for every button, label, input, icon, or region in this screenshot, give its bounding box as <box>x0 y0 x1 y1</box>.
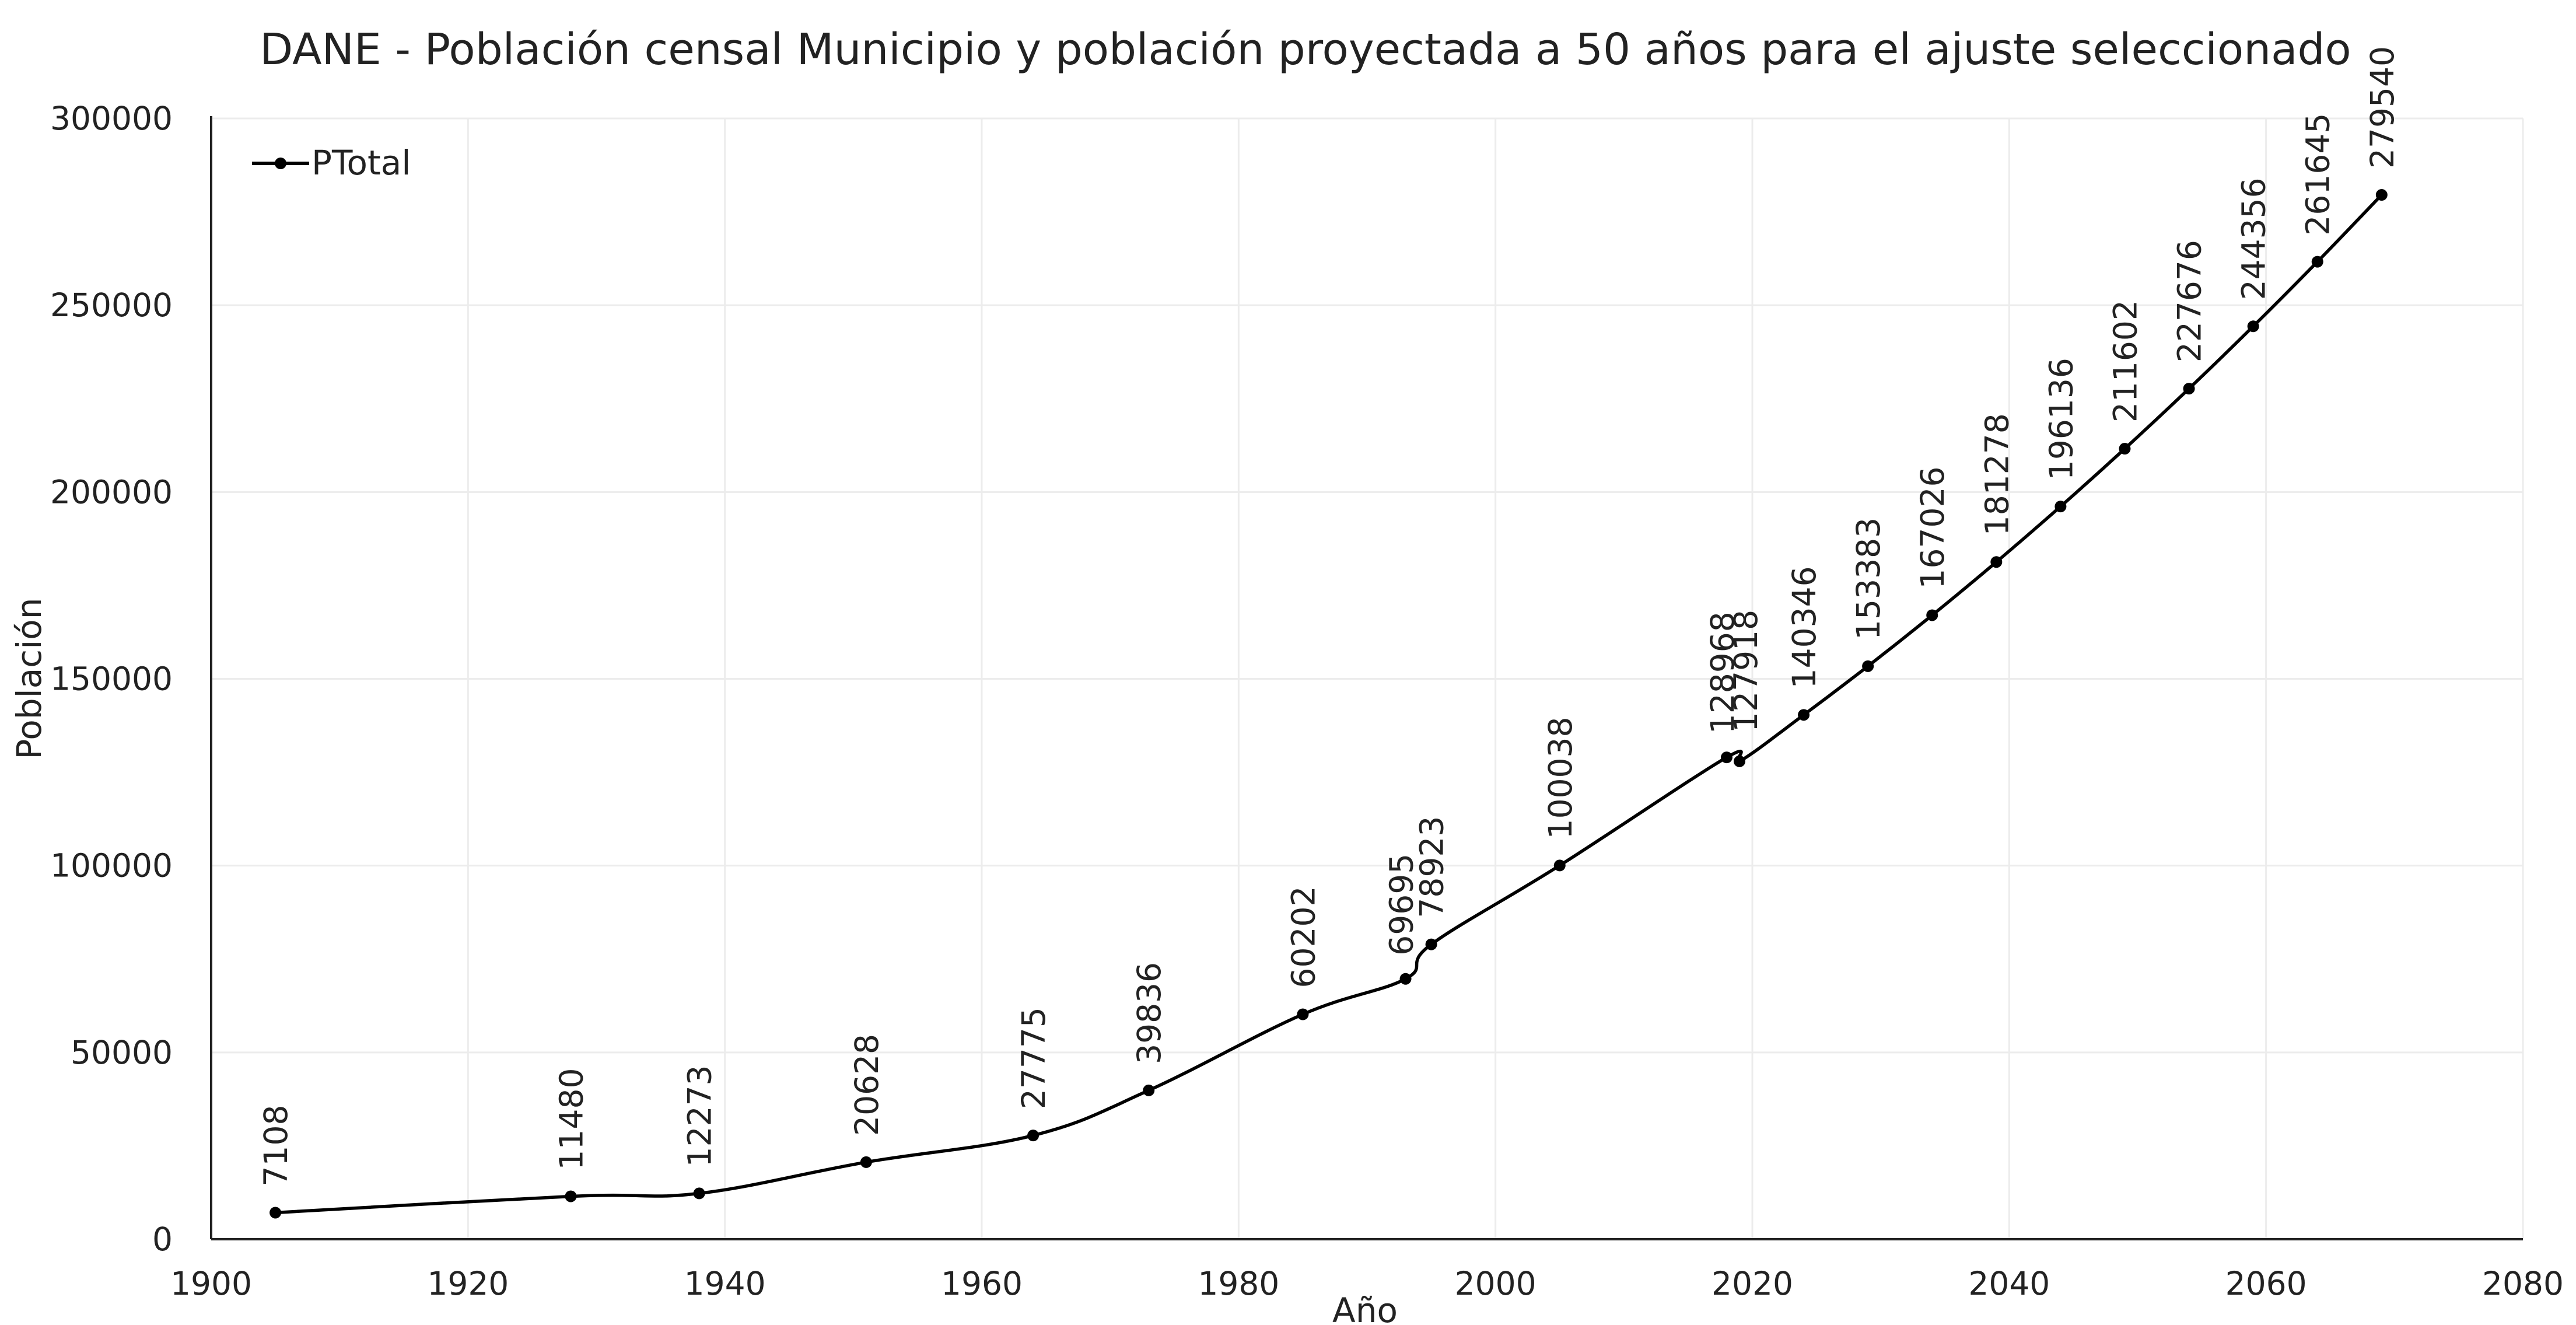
data-label: 261645 <box>2300 113 2337 236</box>
data-label: 7108 <box>257 1105 295 1187</box>
data-point <box>1733 755 1745 767</box>
legend: PTotal <box>252 143 411 183</box>
legend-marker <box>275 158 286 169</box>
data-point <box>1926 609 1938 621</box>
data-point <box>565 1190 577 1202</box>
y-tick-label: 50000 <box>71 1034 173 1071</box>
y-axis-ticks: 0 50000 100000 150000 200000 250000 300000 <box>50 100 173 1258</box>
data-label: 127918 <box>1727 610 1765 732</box>
data-point <box>2247 320 2259 333</box>
chart-title: DANE - Población censal Municipio y pobl… <box>260 25 2351 75</box>
y-tick-label: 250000 <box>50 286 173 324</box>
data-label: 196136 <box>2042 358 2080 480</box>
data-label: 227676 <box>2171 240 2208 362</box>
y-tick-label: 100000 <box>50 847 173 885</box>
data-point <box>270 1207 282 1219</box>
y-axis-label: Población <box>9 597 49 759</box>
data-label: 78923 <box>1413 816 1451 918</box>
data-label: 167026 <box>1914 467 1951 589</box>
y-tick-label: 300000 <box>50 100 173 137</box>
data-point <box>2183 383 2195 395</box>
data-label: 12273 <box>681 1065 719 1167</box>
x-tick-label: 2000 <box>1455 1265 1536 1302</box>
legend-label: PTotal <box>312 143 411 183</box>
axes <box>210 116 2523 1240</box>
x-tick-label: 1960 <box>941 1265 1023 1302</box>
data-point <box>1143 1084 1155 1096</box>
x-axis-label: Año <box>1332 1291 1398 1325</box>
data-label: 279540 <box>2364 46 2401 169</box>
x-tick-label: 1940 <box>684 1265 766 1302</box>
data-point <box>1399 973 1412 985</box>
x-tick-label: 1920 <box>427 1265 509 1302</box>
data-label: 39836 <box>1130 962 1168 1064</box>
data-point <box>1297 1008 1309 1020</box>
x-tick-label: 2060 <box>2225 1265 2307 1302</box>
grid <box>211 117 2524 1239</box>
data-point <box>1990 556 2003 568</box>
data-label: 11480 <box>552 1068 590 1170</box>
series-ptotal: 7108 11480 12273 20628 27775 39836 60202 696957… <box>257 46 2401 1219</box>
data-label: 211602 <box>2106 300 2144 422</box>
data-point <box>1798 709 1810 721</box>
x-tick-label: 1900 <box>170 1265 252 1302</box>
data-point <box>2054 501 2067 513</box>
y-tick-label: 200000 <box>50 473 173 511</box>
data-label: 27775 <box>1015 1007 1052 1109</box>
data-label: 20628 <box>848 1034 886 1136</box>
x-tick-label: 2080 <box>2482 1265 2564 1302</box>
data-label: 181278 <box>1978 413 2015 536</box>
y-tick-label: 0 <box>152 1221 173 1258</box>
data-point <box>1425 938 1437 950</box>
data-point <box>1862 660 1874 672</box>
y-tick-label: 150000 <box>50 660 173 698</box>
x-tick-label: 2020 <box>1712 1265 1793 1302</box>
data-point <box>1720 751 1732 764</box>
data-point <box>2375 189 2388 201</box>
data-point <box>860 1156 872 1168</box>
data-label: 60202 <box>1284 886 1322 988</box>
data-point <box>2119 443 2131 455</box>
data-label: 140346 <box>1786 566 1823 688</box>
x-axis-ticks: 1900 1920 1940 1960 1980 2000 2020 2040 2060 2080 <box>170 1265 2564 1302</box>
data-label: 100038 <box>1542 716 1579 839</box>
data-point <box>693 1187 705 1200</box>
data-point <box>1553 859 1566 872</box>
data-point <box>1027 1130 1040 1142</box>
x-tick-label: 1980 <box>1198 1265 1279 1302</box>
data-label: 69695 <box>1383 854 1420 956</box>
data-point <box>2311 256 2323 268</box>
data-label: 128968 <box>1704 611 1741 734</box>
data-label: 244356 <box>2235 177 2273 300</box>
x-tick-label: 2040 <box>1968 1265 2050 1302</box>
data-label: 153383 <box>1850 518 1887 640</box>
series-line-ptotal <box>275 194 2383 1215</box>
